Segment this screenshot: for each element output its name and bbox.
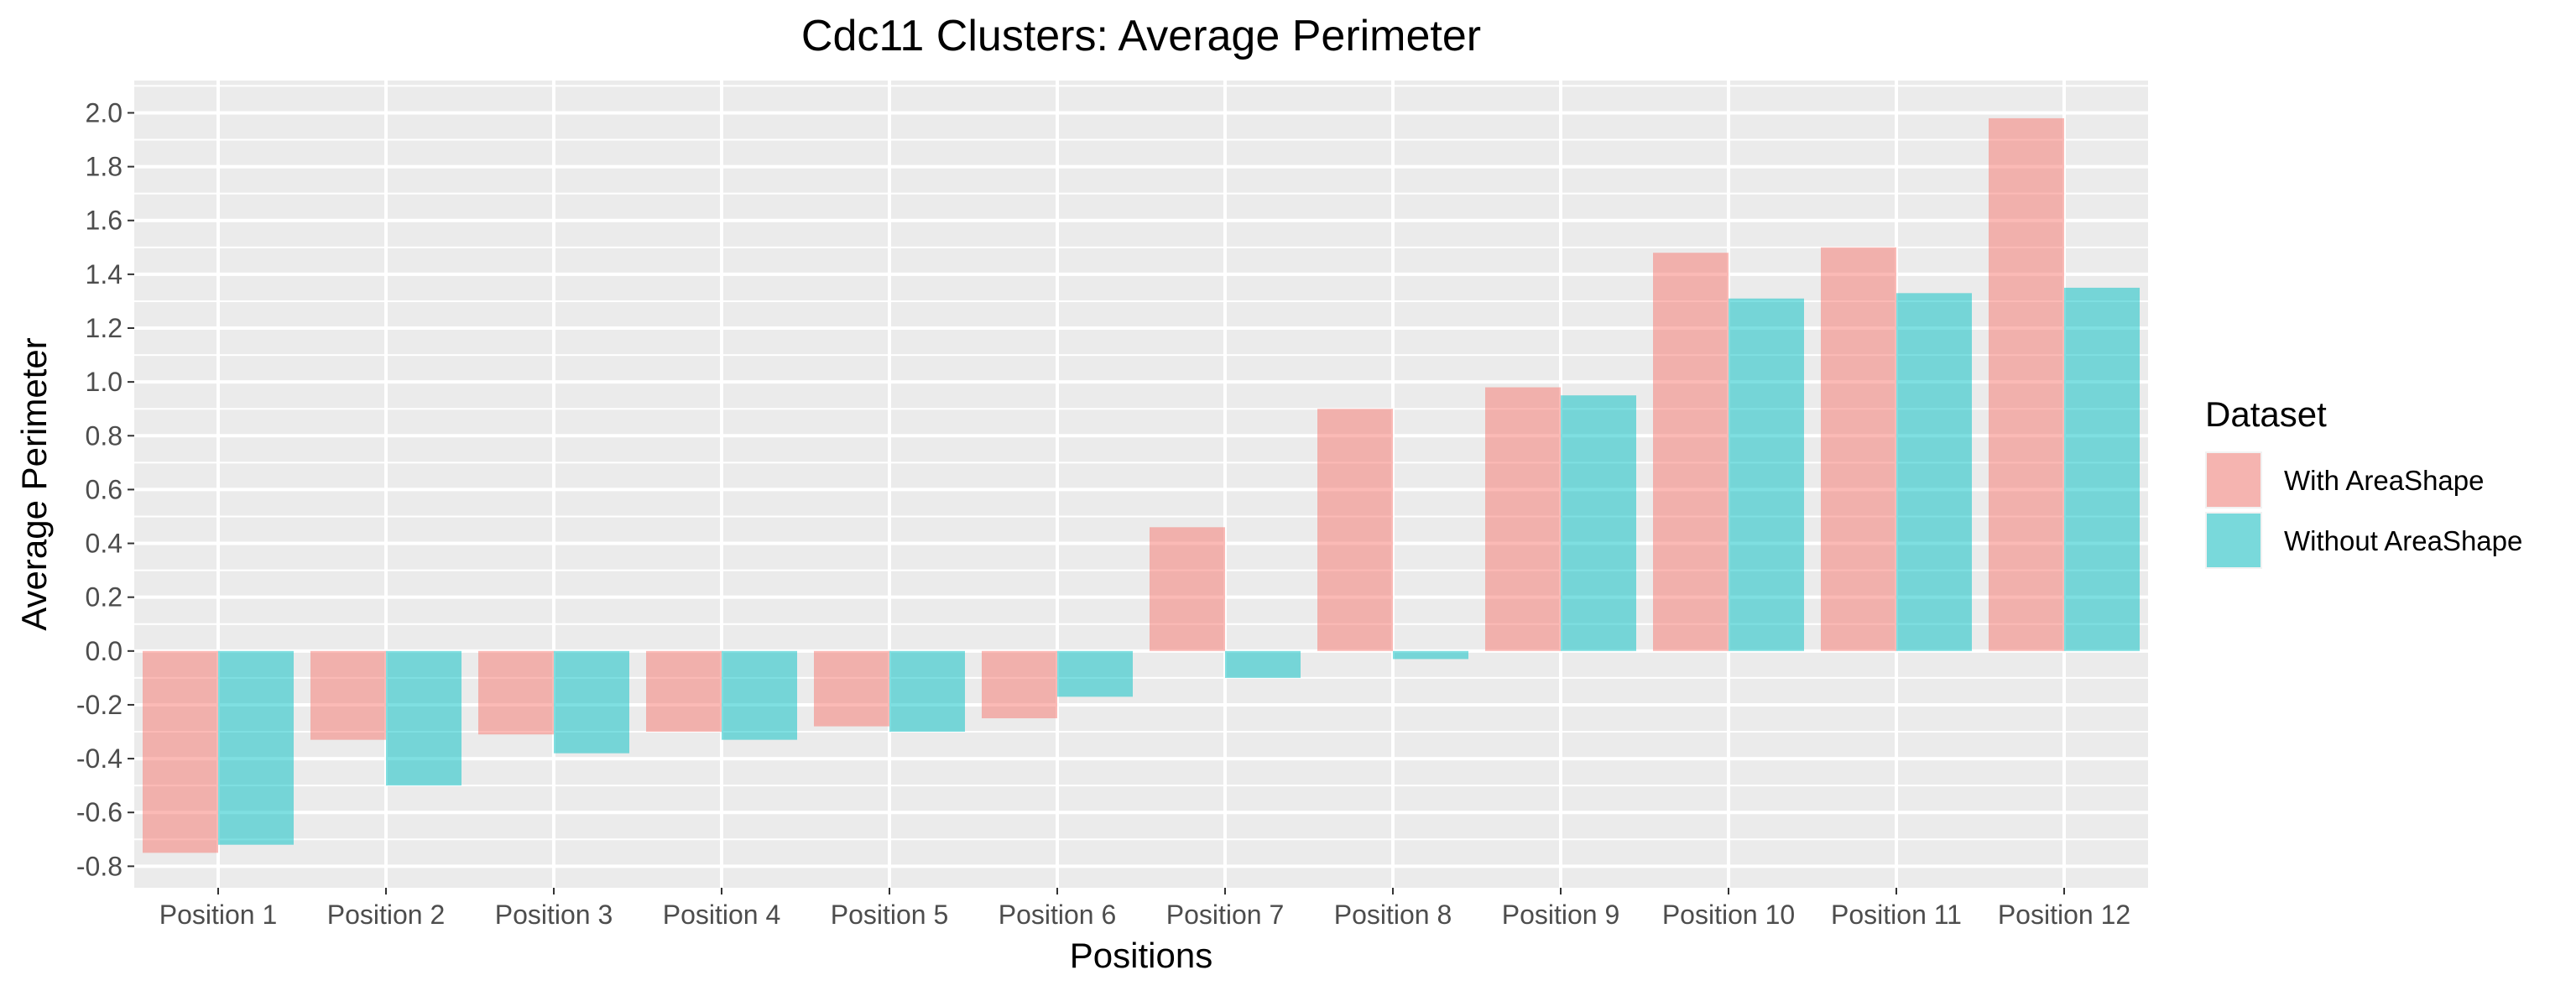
bar-without-areashape-3 bbox=[554, 650, 629, 754]
x-axis-title: Positions bbox=[1070, 936, 1212, 975]
bar-with-areashape-7 bbox=[1150, 527, 1225, 651]
bar-with-areashape-2 bbox=[310, 650, 386, 740]
y-tick-label: -0.8 bbox=[76, 851, 123, 881]
x-tick-label: Position 9 bbox=[1502, 900, 1620, 930]
bars bbox=[143, 117, 2140, 853]
bar-without-areashape-2 bbox=[386, 650, 461, 786]
grid-minor bbox=[134, 85, 2148, 841]
x-tick-label: Position 8 bbox=[1334, 900, 1452, 930]
y-tick-label: 1.0 bbox=[86, 367, 123, 397]
bar-without-areashape-5 bbox=[889, 650, 965, 733]
x-axis: Position 1 Position 2 Position 3 Position 4… bbox=[159, 888, 2130, 930]
bar-without-areashape-6 bbox=[1057, 650, 1133, 697]
x-tick-label: Position 11 bbox=[1831, 900, 1962, 930]
bar-without-areashape-4 bbox=[722, 650, 797, 740]
y-tick-label: 0.8 bbox=[86, 420, 123, 451]
bar-without-areashape-11 bbox=[1896, 293, 1972, 651]
bar-with-areashape-1 bbox=[143, 650, 218, 853]
legend-swatch bbox=[2207, 453, 2261, 507]
bar-with-areashape-11 bbox=[1821, 247, 1896, 651]
x-tick-label: Position 12 bbox=[1998, 900, 2130, 930]
bar-without-areashape-9 bbox=[1561, 395, 1636, 651]
bar-with-areashape-10 bbox=[1653, 253, 1729, 651]
x-tick-label: Position 4 bbox=[663, 900, 781, 930]
legend-swatch bbox=[2207, 514, 2261, 567]
y-tick-label: -0.2 bbox=[76, 690, 123, 720]
y-tick-label: 0.4 bbox=[86, 529, 123, 559]
y-tick-label: 2.0 bbox=[86, 97, 123, 128]
x-tick-label: Position 5 bbox=[831, 900, 949, 930]
y-tick-label: 1.6 bbox=[86, 206, 123, 236]
bar-with-areashape-6 bbox=[982, 650, 1057, 718]
bar-without-areashape-10 bbox=[1729, 298, 1804, 651]
bar-with-areashape-5 bbox=[814, 650, 889, 727]
y-tick-label: 0.6 bbox=[86, 474, 123, 504]
bar-without-areashape-1 bbox=[218, 650, 294, 845]
bar-without-areashape-8 bbox=[1393, 650, 1468, 660]
grid-major bbox=[134, 81, 2148, 888]
y-axis: -0.8 -0.6 -0.4 -0.2 0.0 0.2 0.4 0.6 0.8 1.0 1.2 1.4… bbox=[76, 97, 134, 881]
chart-title: Cdc11 Clusters: Average Perimeter bbox=[801, 12, 1481, 60]
bar-with-areashape-4 bbox=[646, 650, 722, 733]
x-tick-label: Position 2 bbox=[327, 900, 446, 930]
bar-with-areashape-12 bbox=[1989, 117, 2064, 651]
bar-with-areashape-8 bbox=[1317, 409, 1393, 651]
y-tick-label: -0.6 bbox=[76, 797, 123, 827]
legend: Dataset With AreaShape Without AreaShape bbox=[2205, 394, 2522, 569]
bar-with-areashape-9 bbox=[1485, 387, 1561, 651]
bar-without-areashape-7 bbox=[1225, 650, 1301, 678]
y-tick-label: 1.4 bbox=[86, 259, 123, 289]
x-tick-label: Position 7 bbox=[1166, 900, 1285, 930]
y-tick-label: -0.4 bbox=[76, 743, 123, 774]
legend-label: With AreaShape bbox=[2284, 465, 2484, 496]
x-tick-label: Position 10 bbox=[1662, 900, 1795, 930]
bar-with-areashape-3 bbox=[478, 650, 554, 735]
plot-panel bbox=[134, 81, 2148, 888]
legend-title: Dataset bbox=[2205, 394, 2327, 434]
legend-label: Without AreaShape bbox=[2284, 525, 2522, 556]
x-tick-label: Position 1 bbox=[159, 900, 278, 930]
x-tick-label: Position 3 bbox=[495, 900, 613, 930]
bar-without-areashape-12 bbox=[2064, 287, 2140, 651]
x-tick-label: Position 6 bbox=[999, 900, 1117, 930]
y-tick-label: 1.8 bbox=[86, 152, 123, 182]
y-axis-title: Average Perimeter bbox=[14, 337, 54, 630]
y-tick-label: 0.2 bbox=[86, 582, 123, 613]
y-tick-label: 1.2 bbox=[86, 313, 123, 343]
y-tick-label: 0.0 bbox=[86, 636, 123, 666]
